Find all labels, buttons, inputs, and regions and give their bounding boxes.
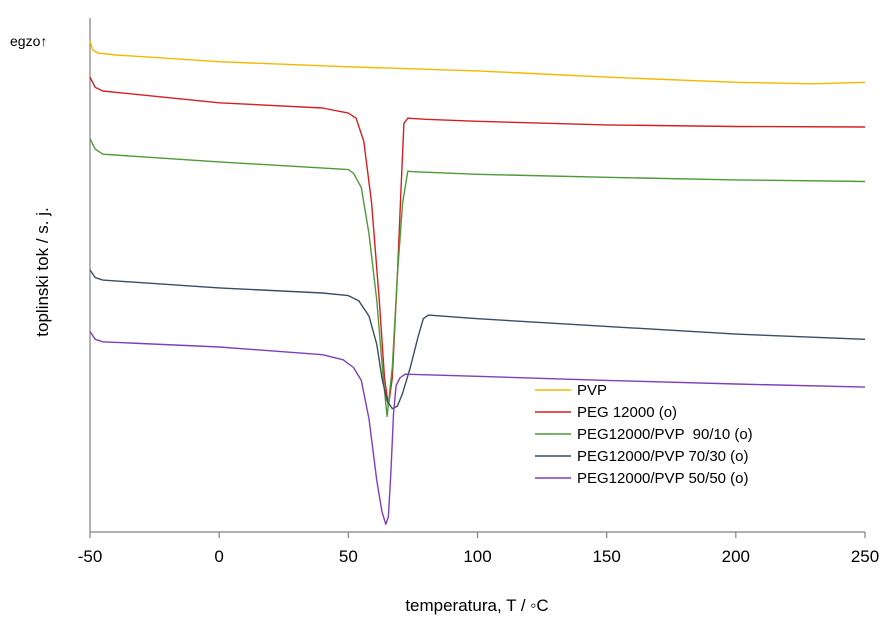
x-axis-title: temperatura, T / ◦C [405,596,548,615]
x-ticks: -50 0 50 100 150 200 250 [78,532,879,566]
x-tick-label: 100 [463,547,491,566]
legend-label: PVP [577,382,607,399]
annotation-egzo: egzo↑ [10,33,47,49]
y-axis-title: toplinski tok / s. j. [33,207,52,336]
series-line-3 [89,138,866,418]
x-tick-label: 200 [722,547,750,566]
legend-label: PEG12000/PVP 70/30 (o) [577,448,749,465]
plot-area [89,18,865,533]
series-lines [89,40,866,525]
x-tick-label: 250 [851,547,879,566]
series-line-4 [89,269,866,410]
series-line-2 [89,76,866,407]
legend: PVP PEG 12000 (o) PEG12000/PVP 90/10 (o) PE… [535,382,753,487]
series-line-5 [89,331,866,525]
series-line-1 [89,40,866,85]
legend-label: PEG 12000 (o) [577,404,677,421]
x-tick-label: 0 [214,547,223,566]
x-tick-label: 150 [592,547,620,566]
legend-label: PEG12000/PVP 50/50 (o) [577,470,749,487]
x-tick-label: 50 [339,547,358,566]
legend-label: PEG12000/PVP 90/10 (o) [577,426,753,443]
x-tick-label: -50 [78,547,103,566]
